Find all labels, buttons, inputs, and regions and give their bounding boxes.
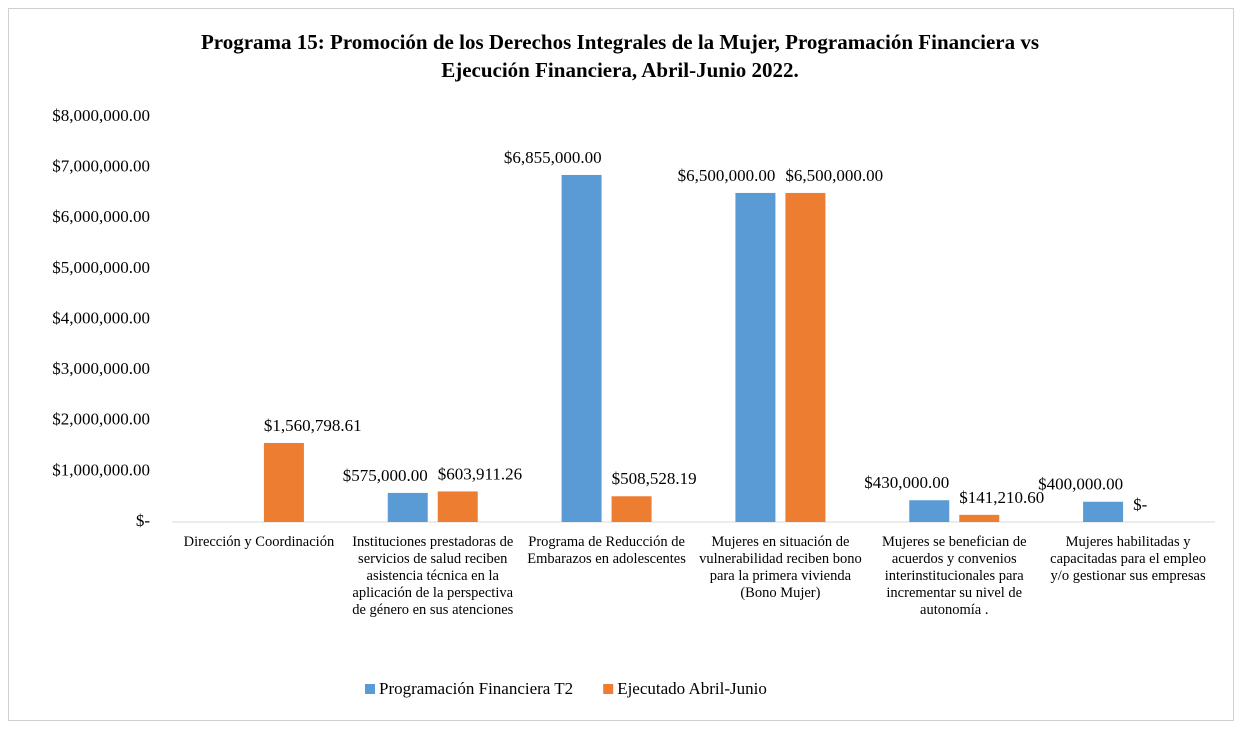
- data-label: $400,000.00: [1038, 475, 1123, 494]
- bar: [263, 442, 304, 522]
- data-label: $508,528.19: [612, 469, 697, 488]
- x-tick-label: Mujeres habilitadas y capacitadas para e…: [1050, 534, 1206, 584]
- data-label: $1,560,798.61: [264, 416, 362, 435]
- bar: [1083, 501, 1124, 522]
- legend-label: Ejecutado Abril-Junio: [617, 679, 767, 698]
- bar: [735, 192, 776, 522]
- legend-swatch: [603, 684, 614, 694]
- y-tick-label: $8,000,000.00: [52, 106, 150, 125]
- data-label: $-: [1133, 495, 1148, 514]
- data-label: $575,000.00: [343, 466, 428, 485]
- chart-frame: [8, 8, 1234, 721]
- y-tick-label: $1,000,000.00: [52, 460, 150, 479]
- chart-title: Programa 15: Promoción de los Derechos I…: [200, 30, 1040, 82]
- legend-swatch: [365, 684, 375, 694]
- data-label: $430,000.00: [864, 473, 949, 492]
- bar: [561, 174, 602, 522]
- bar: [785, 192, 826, 522]
- bar: [611, 496, 652, 522]
- y-tick-label: $2,000,000.00: [52, 410, 150, 429]
- bar: [959, 514, 1000, 522]
- y-tick-label: $6,000,000.00: [52, 207, 150, 226]
- legend-label: Programación Financiera T2: [379, 679, 573, 698]
- data-label: $6,500,000.00: [785, 166, 883, 185]
- data-label: $141,210.60: [959, 488, 1044, 507]
- y-tick-label: $4,000,000.00: [52, 308, 150, 327]
- x-tick-label: Instituciones prestadoras de servicios d…: [352, 534, 514, 618]
- data-label: $603,911.26: [438, 464, 522, 483]
- y-tick-label: $-: [136, 511, 151, 530]
- bar: [437, 491, 478, 522]
- y-tick-label: $3,000,000.00: [52, 359, 150, 378]
- y-tick-label: $5,000,000.00: [52, 258, 150, 277]
- y-tick-label: $7,000,000.00: [52, 157, 150, 176]
- data-label: $6,500,000.00: [678, 166, 776, 185]
- x-tick-label: Mujeres se benefician de acuerdos y conv…: [881, 534, 1027, 618]
- x-tick-label: Mujeres en situación de vulnerabilidad r…: [699, 534, 862, 601]
- data-label: $6,855,000.00: [504, 148, 602, 167]
- bar: [909, 500, 950, 522]
- x-tick-label: Programa de Reducción de Embarazos en ad…: [527, 534, 686, 567]
- bar: [387, 492, 428, 522]
- x-tick-label: Dirección y Coordinación: [183, 534, 335, 550]
